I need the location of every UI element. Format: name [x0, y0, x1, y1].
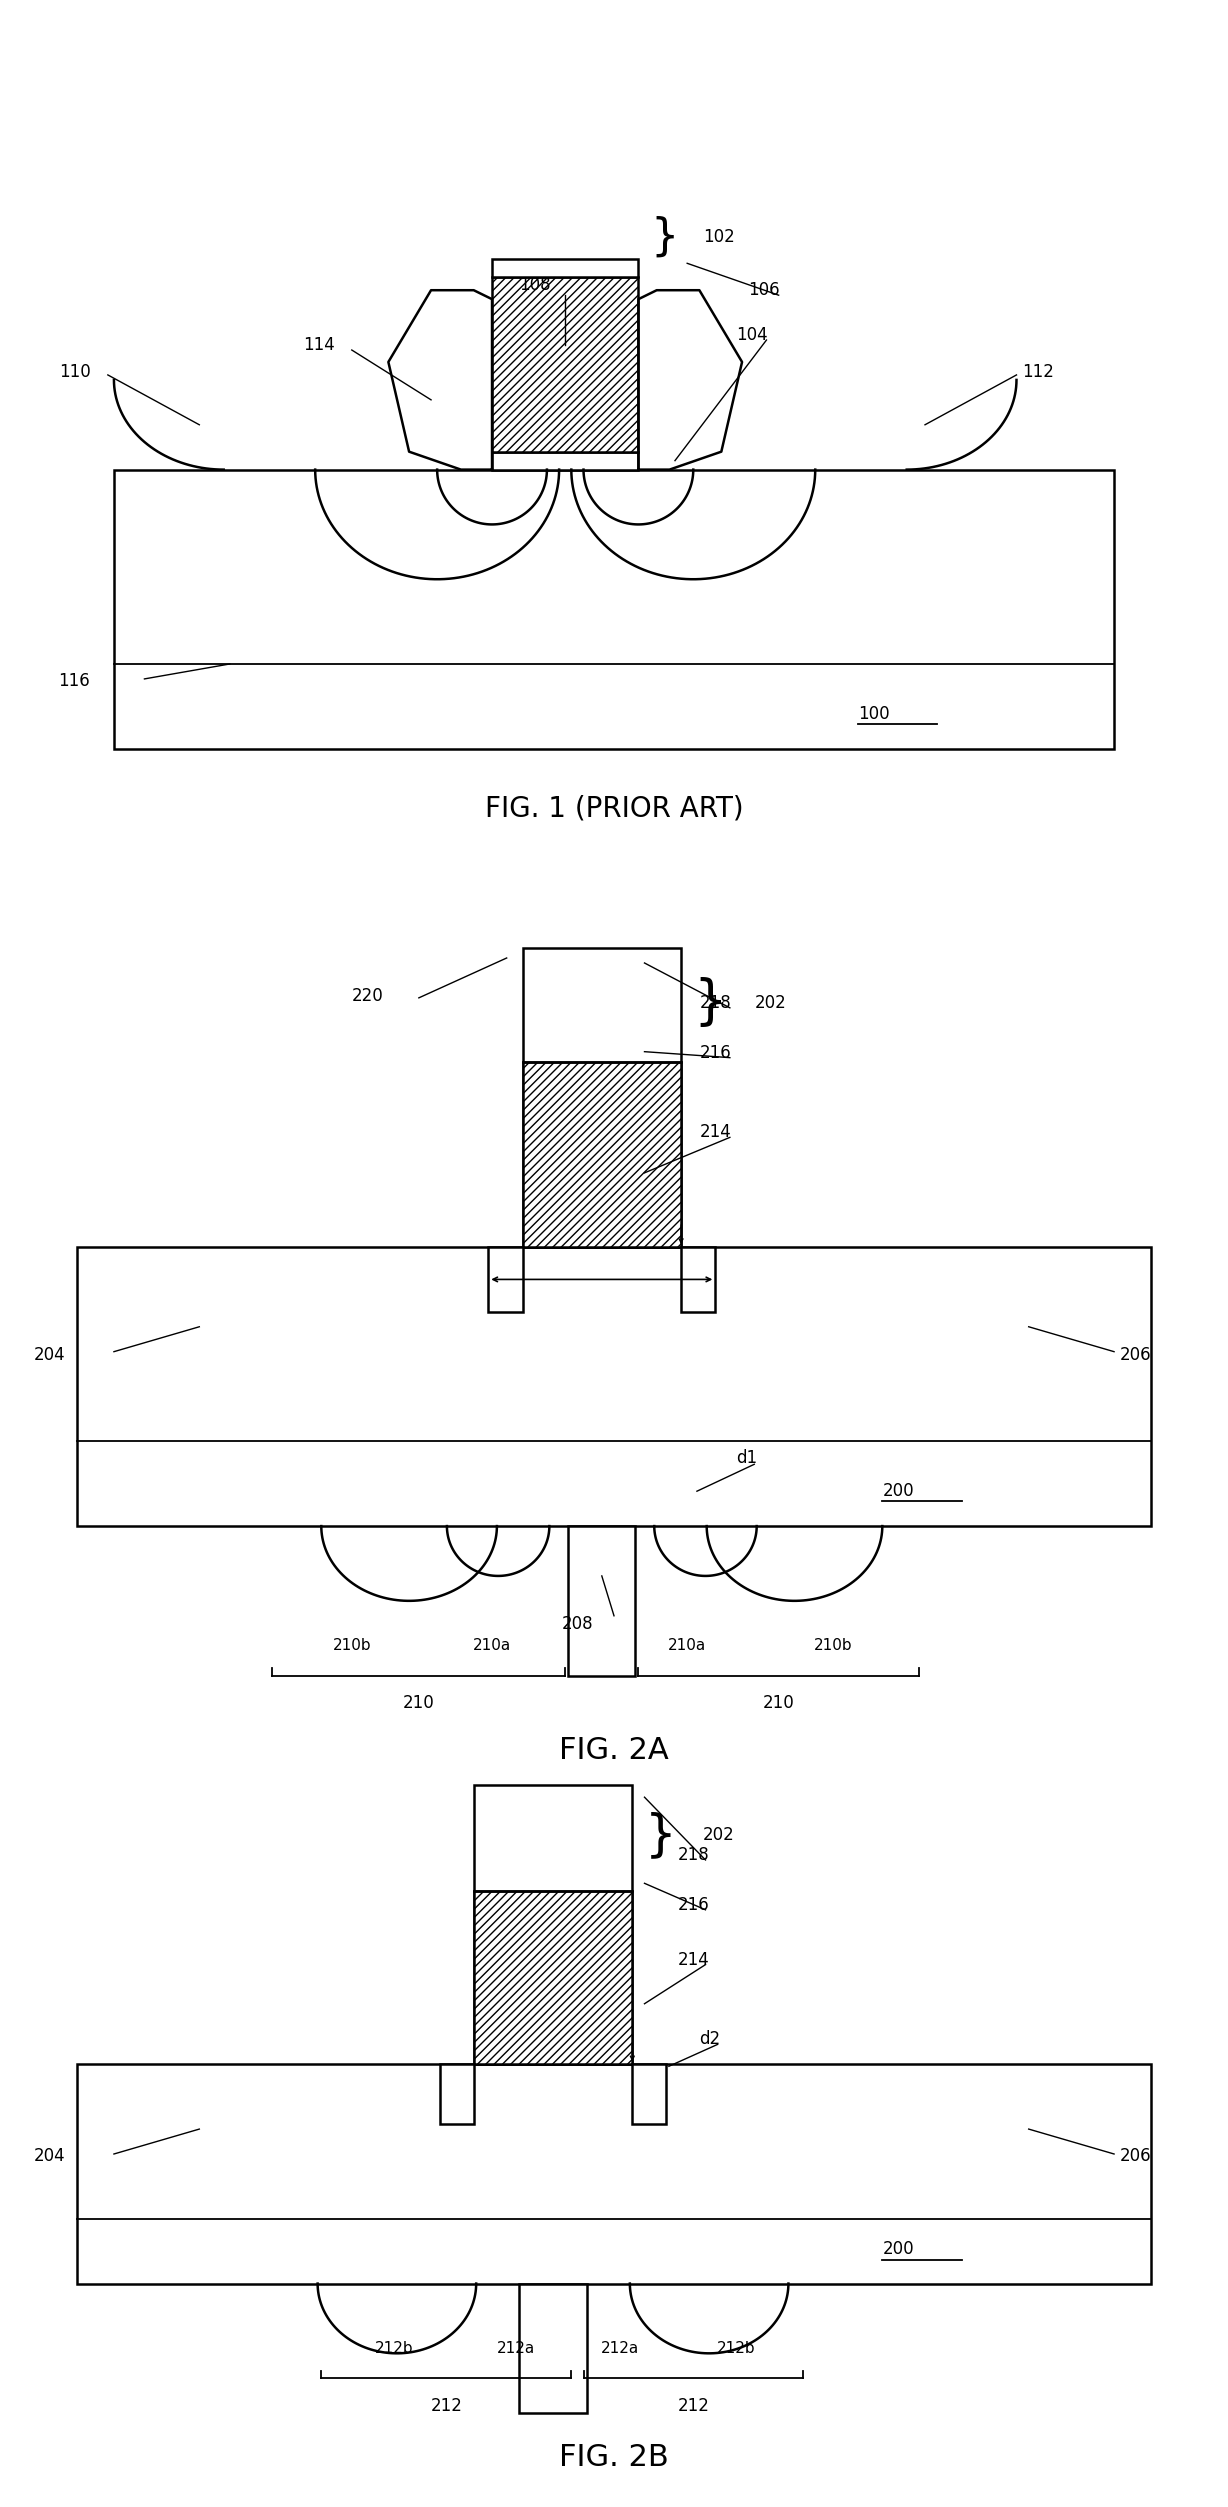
Bar — [519, 2284, 587, 2414]
Text: 104: 104 — [736, 326, 768, 343]
Text: 210a: 210a — [668, 1637, 706, 1652]
Text: 216: 216 — [678, 1895, 710, 1913]
Text: 212a: 212a — [600, 2342, 640, 2357]
Text: 210: 210 — [763, 1695, 795, 1712]
Bar — [492, 451, 639, 469]
Bar — [682, 1246, 715, 1311]
Text: 112: 112 — [1023, 364, 1055, 381]
Text: 204: 204 — [33, 1346, 65, 1364]
Text: 110: 110 — [59, 364, 91, 381]
Text: 218: 218 — [678, 1845, 710, 1865]
Bar — [114, 469, 1114, 750]
Text: 202: 202 — [704, 1825, 734, 1845]
Text: 220: 220 — [351, 988, 383, 1005]
Text: 210b: 210b — [333, 1637, 371, 1652]
Text: 206: 206 — [1120, 2146, 1152, 2166]
Text: 210: 210 — [403, 1695, 435, 1712]
Text: }: } — [645, 1810, 677, 1860]
Text: 206: 206 — [1120, 1346, 1152, 1364]
Bar — [632, 2063, 667, 2123]
Bar — [489, 1246, 523, 1311]
Bar — [77, 2063, 1151, 2284]
Text: 216: 216 — [700, 1043, 731, 1060]
Text: 204: 204 — [33, 2146, 65, 2166]
Text: 202: 202 — [754, 993, 786, 1013]
Text: 214: 214 — [700, 1123, 731, 1141]
Text: 218: 218 — [700, 993, 731, 1013]
Bar — [474, 1890, 632, 2063]
Bar — [523, 948, 682, 1246]
Text: 200: 200 — [883, 2239, 914, 2259]
Bar — [523, 1060, 682, 1246]
Text: 212b: 212b — [375, 2342, 414, 2357]
Text: }: } — [651, 216, 679, 258]
Text: 212a: 212a — [497, 2342, 535, 2357]
Text: 108: 108 — [519, 276, 550, 293]
Text: 212: 212 — [430, 2397, 462, 2414]
Text: 210a: 210a — [473, 1637, 511, 1652]
Text: }: } — [694, 978, 727, 1028]
Bar — [492, 258, 639, 278]
Text: 214: 214 — [678, 1950, 710, 1968]
Text: 114: 114 — [303, 336, 335, 353]
Bar — [569, 1527, 635, 1675]
Bar — [474, 1785, 632, 2063]
Text: FIG. 2A: FIG. 2A — [559, 1735, 669, 1765]
Text: 200: 200 — [883, 1482, 914, 1499]
Text: 212b: 212b — [717, 2342, 755, 2357]
Bar — [77, 1246, 1151, 1527]
Bar — [440, 2063, 474, 2123]
Text: FIG. 1 (PRIOR ART): FIG. 1 (PRIOR ART) — [485, 795, 743, 822]
Text: 102: 102 — [704, 228, 734, 246]
Text: d2: d2 — [700, 2031, 721, 2048]
Text: 116: 116 — [58, 672, 90, 689]
Text: d1: d1 — [736, 1449, 758, 1467]
Text: 210b: 210b — [814, 1637, 853, 1652]
Text: 100: 100 — [858, 704, 889, 722]
Text: 208: 208 — [561, 1615, 593, 1632]
Bar — [492, 278, 639, 451]
Text: FIG. 2B: FIG. 2B — [559, 2444, 669, 2472]
Text: 106: 106 — [748, 281, 780, 298]
Text: 212: 212 — [678, 2397, 710, 2414]
